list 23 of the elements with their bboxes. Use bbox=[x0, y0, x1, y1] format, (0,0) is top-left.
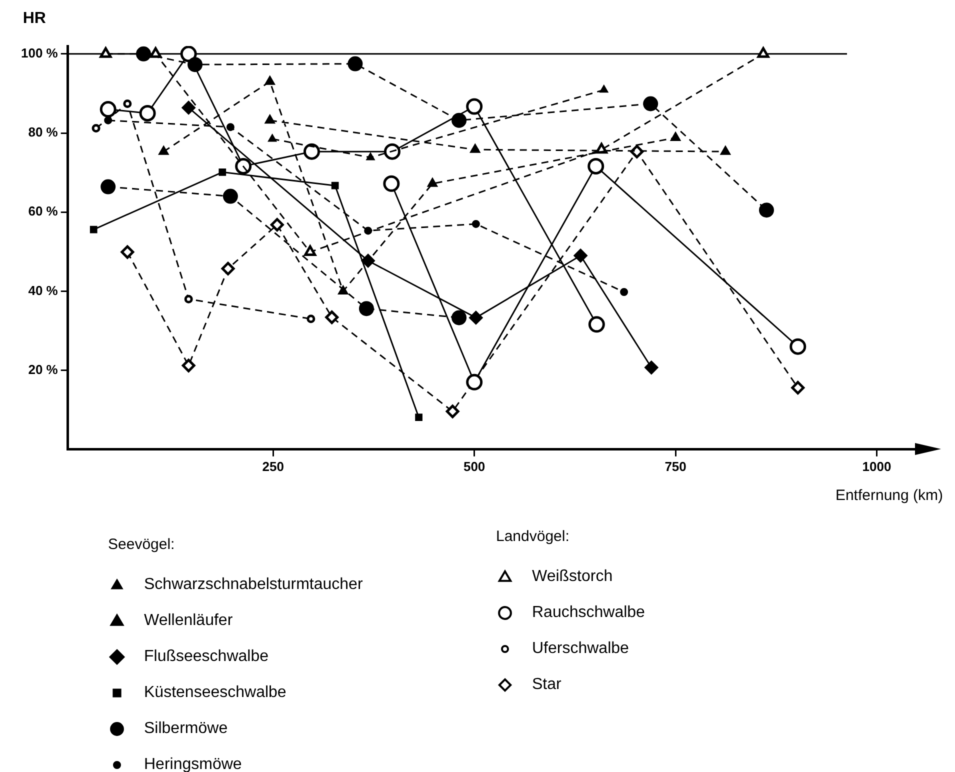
legend-label: Küstenseeschwalbe bbox=[144, 684, 286, 702]
x-tick-label: 250 bbox=[262, 458, 284, 474]
y-tick-label: 40 % bbox=[28, 282, 58, 298]
x-tick-label: 500 bbox=[463, 458, 486, 474]
legend-label: Wellenläufer bbox=[144, 612, 233, 630]
legend-label: Weißstorch bbox=[532, 568, 613, 586]
x-axis-title: Entfernung (km) bbox=[835, 487, 943, 504]
legend-label: Flußseeschwalbe bbox=[144, 648, 268, 666]
y-tick-label: 80 % bbox=[28, 124, 58, 140]
y-tick-label: 60 % bbox=[28, 204, 58, 219]
text: Landvögel: bbox=[496, 528, 570, 545]
legend-label: Star bbox=[532, 676, 562, 694]
legend-label: Heringsmöwe bbox=[144, 756, 242, 772]
legend-label: Silbermöwe bbox=[144, 720, 228, 738]
x-tick-label: 1000 bbox=[862, 458, 892, 474]
x-tick-label: 750 bbox=[664, 458, 686, 474]
y-tick-label: 100 % bbox=[20, 45, 58, 60]
legend-label: Rauchschwalbe bbox=[532, 604, 645, 622]
text: Seevögel: bbox=[108, 536, 176, 553]
legend-label: Schwarzschnabelsturmtaucher bbox=[144, 576, 363, 594]
y-axis-title: HR bbox=[22, 10, 46, 28]
y-tick-label: 20 % bbox=[28, 362, 58, 377]
legend-label: Uferschwalbe bbox=[532, 640, 629, 658]
